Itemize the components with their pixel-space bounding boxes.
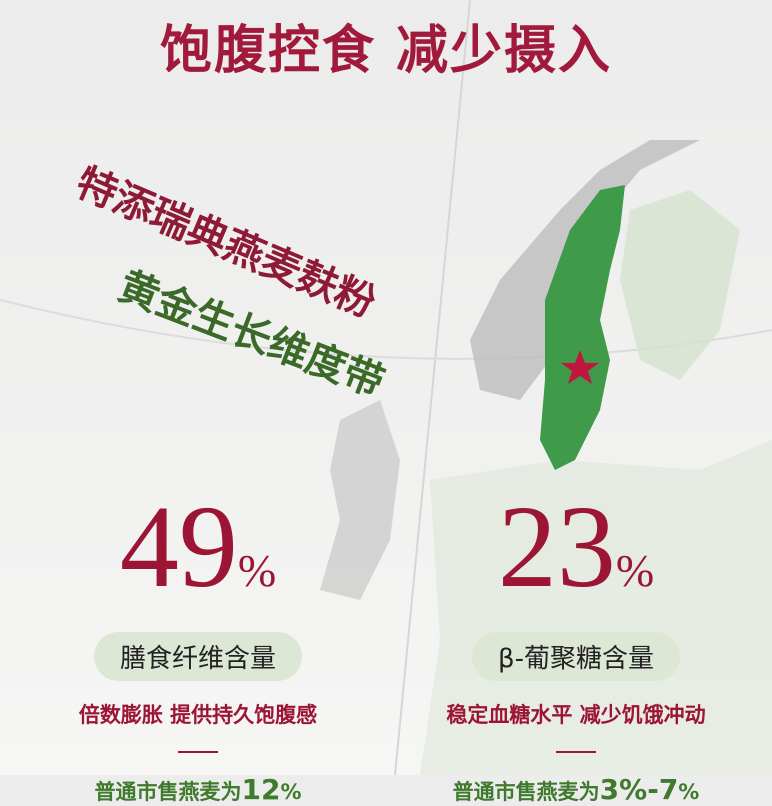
europe-map-background: [0, 0, 772, 775]
stat-benefit: 稳定血糖水平 减少饥饿冲动: [446, 703, 706, 727]
stat-value: 23%: [497, 481, 655, 612]
norway-shape: [470, 140, 700, 400]
britain-shape: [320, 400, 400, 600]
stat-value: 49%: [119, 481, 277, 612]
stat-label-pill: β-葡聚糖含量: [472, 632, 680, 681]
finland-shape: [620, 190, 740, 380]
stat-label-pill: 膳食纤维含量: [93, 632, 302, 681]
sweden-shape: [540, 185, 625, 470]
meridian-line: [394, 0, 471, 775]
page-title: 饱腹控食 减少摄入: [159, 21, 613, 81]
stat-comparison: 普通市售燕麦为3%-7%: [452, 773, 700, 806]
continent-shape: [420, 440, 772, 775]
stat-beta-glucan: 23% β-葡聚糖含量 稳定血糖水平 减少饥饿冲动 普通市售燕麦为3%-7%: [396, 488, 756, 806]
stat-benefit: 倍数膨胀 提供持久饱腹感: [78, 703, 318, 727]
stat-fiber: 49% 膳食纤维含量 倍数膨胀 提供持久饱腹感 普通市售燕麦为12%: [18, 488, 378, 806]
divider: [178, 751, 218, 753]
divider: [556, 751, 596, 753]
stat-comparison: 普通市售燕麦为12%: [94, 773, 302, 806]
star-icon: [561, 350, 599, 384]
